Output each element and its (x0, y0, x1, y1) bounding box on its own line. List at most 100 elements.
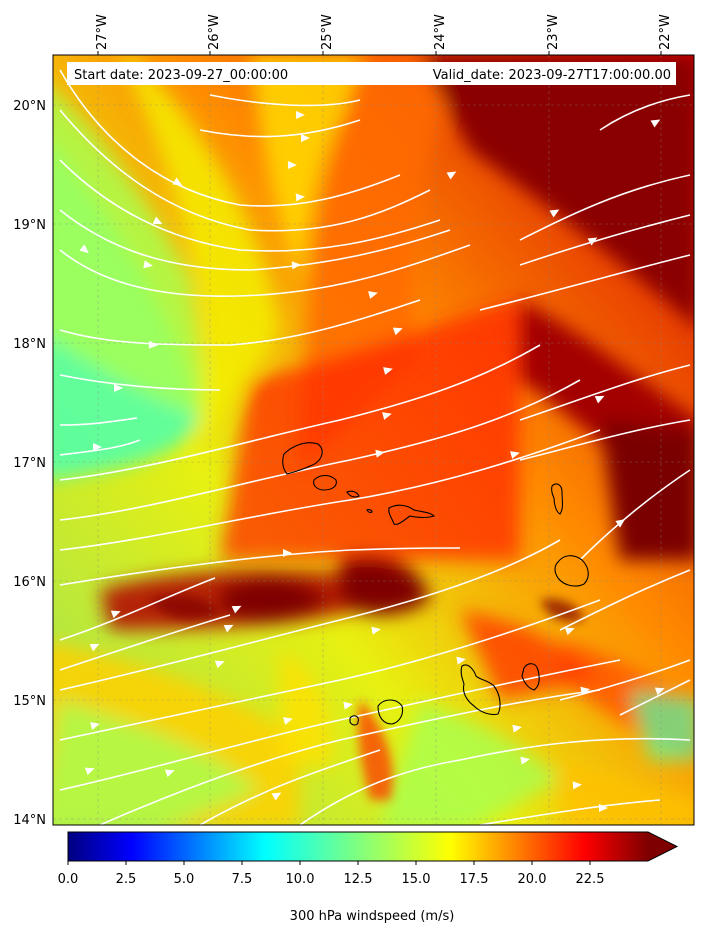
streamline-arrowhead (288, 161, 297, 169)
streamline (59, 299, 421, 346)
streamline-arrowhead (587, 237, 598, 246)
streamline (59, 374, 221, 391)
island-sao-nicolau (388, 504, 436, 525)
streamline-arrowhead (392, 327, 403, 336)
island-sao-vicente (313, 474, 337, 491)
streamline-arrowhead (295, 193, 305, 202)
streamline-arrowhead (223, 624, 234, 633)
streamline-arrowhead (110, 610, 121, 619)
island-santiago (460, 664, 501, 716)
streamline-arrowhead (214, 660, 225, 669)
colorbar-extend-arrow (648, 832, 677, 861)
island-raso (366, 509, 373, 513)
streamline-arrowhead (296, 111, 305, 119)
streamline-arrowhead (456, 656, 466, 665)
streamline (519, 364, 691, 421)
streamline-arrowhead (89, 643, 100, 652)
start-date: Start date: 2023-09-27_00:00:00 (74, 68, 288, 83)
streamline (199, 749, 381, 825)
streamline-arrowhead (271, 792, 282, 801)
streamline-arrowhead (283, 549, 292, 557)
colorbar-tick-label: 0.0 (58, 872, 79, 887)
streamline (579, 469, 691, 561)
streamline (519, 214, 691, 266)
streamline (299, 737, 691, 825)
streamline (59, 439, 141, 456)
streamline-arrowhead (143, 260, 153, 269)
streamline-arrowhead (368, 291, 378, 299)
island-boa-vista (554, 555, 589, 587)
streamline (479, 254, 691, 311)
streamline (59, 344, 541, 481)
streamline-arrows (79, 111, 665, 812)
island-brava (349, 715, 359, 726)
streamline-arrowhead (301, 134, 310, 142)
streamline (59, 109, 431, 232)
streamline (59, 379, 581, 521)
streamline-arrowhead (615, 519, 626, 528)
streamlines (59, 69, 691, 825)
lat-tick-label: 19°N (13, 218, 46, 233)
island-santa-luzia (346, 490, 360, 498)
colorbar-tick-label: 20.0 (518, 872, 547, 887)
lat-tick-label: 14°N (13, 813, 46, 828)
colorbar: 0.0 2.5 5.0 7.5 10.0 12.5 15.0 17.5 20.0 22.5 300… (58, 831, 679, 924)
island-fogo (377, 699, 404, 725)
info-box (67, 62, 676, 85)
colorbar-tick-label: 2.5 (116, 872, 137, 887)
streamline (59, 244, 471, 297)
lon-tick-label: 25°W (320, 14, 335, 50)
colorbar-ticks: 0.0 2.5 5.0 7.5 10.0 12.5 15.0 17.5 20.0 22.5 (58, 861, 605, 887)
streamline-arrowhead (152, 216, 163, 225)
colorbar-tick-label: 12.5 (344, 872, 373, 887)
lon-tick-label: 26°W (207, 14, 222, 50)
lat-tick-label: 16°N (13, 575, 46, 590)
streamline-arrowhead (172, 177, 183, 186)
streamline (59, 547, 461, 586)
lon-tick-label: 27°W (95, 14, 110, 50)
streamline (59, 577, 216, 641)
plot-frame (52, 54, 695, 826)
streamline (519, 419, 691, 461)
streamline (599, 94, 691, 131)
streamline (479, 799, 661, 825)
colorbar-tick-label: 5.0 (174, 872, 195, 887)
streamline-arrowhead (512, 724, 522, 733)
streamline-arrowhead (90, 722, 100, 730)
streamline-arrowhead (148, 340, 158, 349)
latitude-ticks: 20°N 19°N 18°N 17°N 16°N 15°N 14°N (13, 99, 46, 828)
longitude-ticks: 27°W 26°W 25°W 24°W 23°W 22°W (95, 14, 673, 55)
lon-tick-label: 22°W (658, 14, 673, 50)
streamline (99, 689, 601, 825)
graticule (53, 55, 694, 825)
lon-tick-label: 23°W (546, 14, 561, 50)
lat-tick-label: 17°N (13, 456, 46, 471)
streamline-arrowhead (383, 367, 393, 375)
streamline-arrowhead (654, 687, 665, 696)
streamline (59, 69, 401, 207)
streamline-arrowhead (283, 717, 293, 725)
streamline (559, 569, 691, 631)
colorbar-outline (67, 831, 679, 862)
colorbar-tick-label: 17.5 (460, 872, 489, 887)
streamline-arrowhead (371, 626, 381, 635)
streamline-arrowhead (375, 449, 385, 458)
colorbar-gradient (68, 832, 648, 861)
streamline (519, 174, 691, 241)
streamline (59, 417, 138, 426)
streamline-arrowhead (650, 119, 661, 128)
streamline-arrowhead (599, 804, 608, 812)
island-sal (551, 483, 564, 515)
valid-date: Valid_date: 2023-09-27T17:00:00.00 (433, 68, 671, 83)
streamline-arrowhead (84, 767, 95, 776)
streamline (209, 94, 361, 107)
streamline-arrowhead (382, 412, 392, 420)
streamline (59, 659, 621, 791)
streamline-arrowhead (93, 443, 102, 451)
streamline (59, 209, 451, 271)
streamline (199, 119, 361, 138)
streamline-arrowhead (594, 395, 605, 404)
colorbar-tick-label: 22.5 (576, 872, 605, 887)
streamline (59, 159, 441, 252)
streamline-arrowhead (231, 605, 242, 614)
